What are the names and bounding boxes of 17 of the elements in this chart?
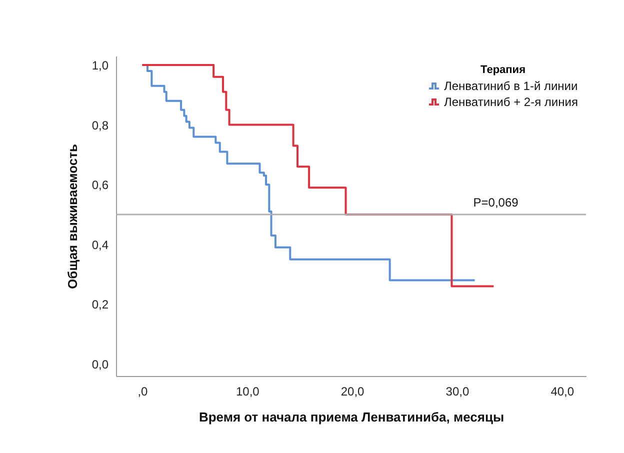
x-tick-label: 30,0 — [446, 384, 470, 398]
y-tick-label: 0,4 — [92, 238, 109, 252]
y-tick-label: 1,0 — [92, 58, 109, 72]
x-tick-label: 40,0 — [550, 384, 574, 398]
x-tick-label: 20,0 — [340, 384, 365, 398]
legend-label: Ленватиниб + 2-я линия — [444, 95, 578, 109]
legend-label: Ленватиниб в 1-й линии — [444, 79, 578, 93]
legend-title: Терапия — [480, 64, 526, 76]
x-axis-title: Время от начала приема Ленватиниба, месяцы — [198, 410, 504, 424]
y-tick-label: 0,6 — [92, 178, 109, 192]
x-tick-label: ,0 — [138, 384, 148, 398]
x-tick-label: 10,0 — [236, 384, 260, 398]
y-tick-label: 0,0 — [92, 358, 109, 372]
y-tick-label: 0,2 — [92, 298, 109, 312]
y-tick-label: 0,8 — [92, 118, 109, 132]
annotation: P=0,069 — [473, 196, 519, 210]
y-axis-title: Общая выживаемость — [64, 144, 80, 289]
